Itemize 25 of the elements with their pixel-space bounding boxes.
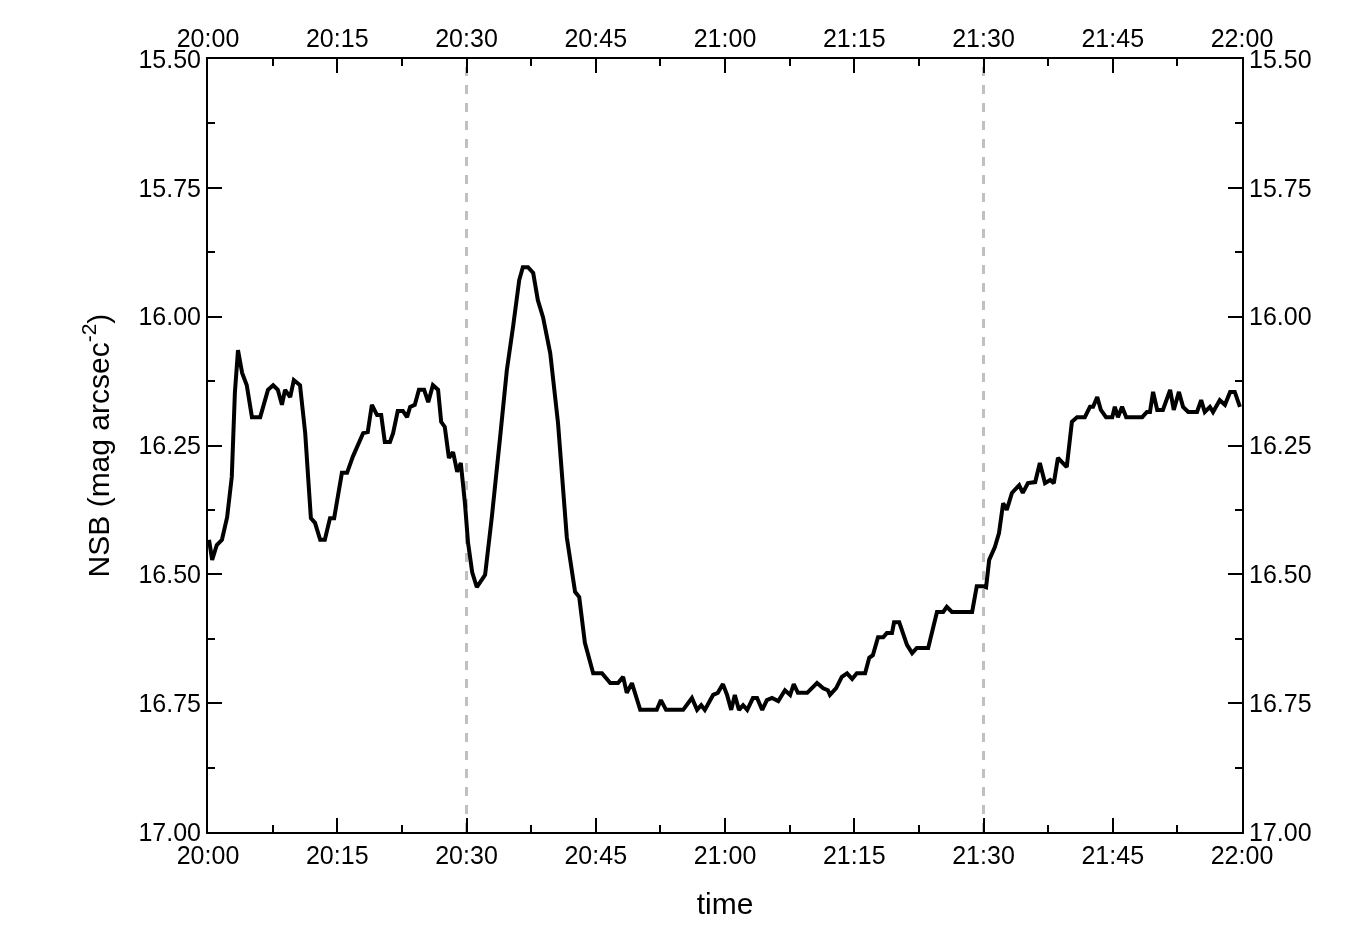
y2-tick-label: 15.75 [1249,173,1312,202]
x-tick-label: 20:30 [435,24,498,52]
x2-tick-label: 21:15 [822,841,886,869]
y2-tick-label: 16.25 [1249,431,1312,460]
y2-tick-label: 16.50 [1249,560,1312,589]
y-tick-label: 16.00 [138,302,201,331]
x-tick-label: 21:15 [822,24,886,52]
y-tick-label: 16.25 [138,431,201,460]
y-tick-label: 15.75 [138,173,201,202]
y2-tick-label: 16.75 [1249,688,1312,717]
x2-tick-label: 21:30 [952,841,1015,869]
x-tick-label: 20:15 [305,24,369,52]
x2-tick-label: 21:45 [1081,841,1145,869]
x-tick-label: 21:45 [1081,24,1145,52]
y-tick-label: 16.50 [138,560,201,589]
y-tick-label: 16.75 [138,688,201,717]
x-tick-label: 21:00 [693,24,757,52]
x2-tick-label: 21:00 [693,841,757,869]
y2-tick-label: 16.00 [1249,302,1312,331]
x-tick-label: 20:45 [564,24,628,52]
x2-tick-label: 20:30 [435,841,498,869]
x-tick-label: 21:30 [952,24,1015,52]
x2-tick-label: 20:15 [305,841,369,869]
x2-tick-label: 20:45 [564,841,628,869]
x-axis-title: time [696,887,754,920]
